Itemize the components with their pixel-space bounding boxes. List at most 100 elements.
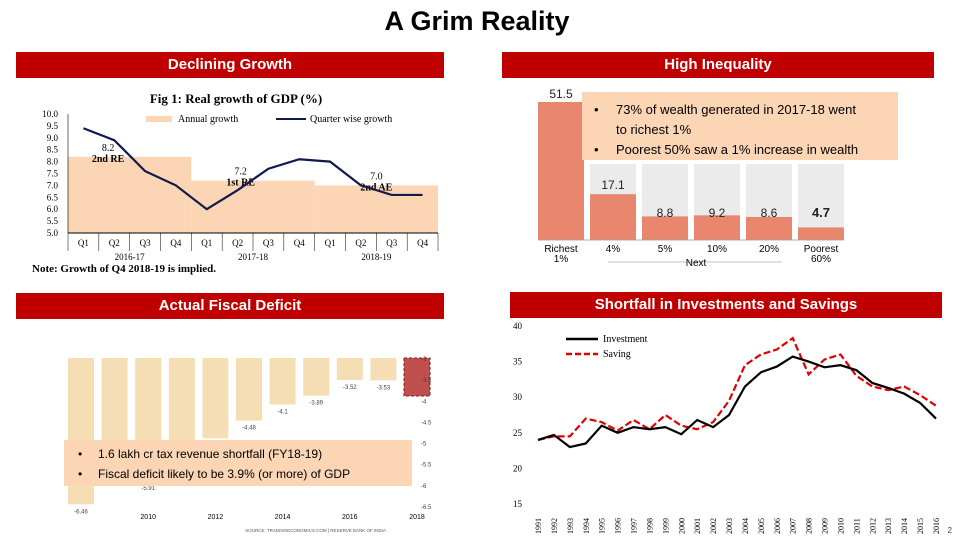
deficit-value-label: -6.46 [74, 509, 88, 515]
deficit-bar [303, 358, 330, 396]
deficit-ytick-label: -4 [421, 399, 427, 405]
gdp-ytick-label: 8.0 [47, 157, 59, 167]
gdp-annual-value-label: 7.0 [370, 171, 383, 182]
deficit-ytick-label: -6 [421, 484, 427, 490]
deficit-value-label: -5.91 [141, 486, 155, 492]
deficit-value-label: -3.53 [377, 385, 391, 391]
gdp-quarter-label: Q2 [232, 238, 243, 248]
deficit-value-label: -4.1 [277, 410, 288, 416]
legend-quarter-label: Quarter wise growth [310, 114, 392, 125]
invest-panel: 40 35 30 25 20 15 Investment Saving 1991 1992 1993… [506, 318, 944, 538]
gdp-quarter-label: Q4 [417, 238, 428, 248]
deficit-ytick-label: -6.5 [421, 505, 432, 511]
invest-xtick-label: 2007 [789, 518, 798, 534]
gdp-ytick-label: 6.0 [47, 204, 59, 214]
bullet-marker: • [594, 102, 599, 117]
invest-xtick-label: 2000 [677, 518, 686, 534]
invest-xtick-label: 1994 [582, 518, 591, 534]
inequality-value-label: 9.2 [709, 206, 726, 220]
invest-ytick-label: 25 [513, 428, 523, 438]
deficit-bar [168, 358, 195, 452]
gdp-ytick-label: 10.0 [42, 109, 58, 119]
gdp-ytick-label: 5.0 [47, 228, 59, 238]
invest-xtick-label: 1996 [614, 518, 623, 534]
gdp-ytick-label: 8.5 [47, 145, 59, 155]
invest-xtick-label: 2011 [852, 518, 861, 534]
gdp-annual-tag-label: 2nd RE [92, 154, 125, 165]
inequality-panel: 51.5 Richest 1% 17.1 4% 8.8 5% 9.2 10% 8.6 20% 4.7 P… [532, 86, 898, 272]
gdp-annual-value-label: 8.2 [102, 143, 115, 154]
slide-title: A Grim Reality [384, 6, 570, 36]
deficit-xtick-label: 2014 [275, 514, 291, 521]
deficit-bar [236, 358, 262, 421]
bullet-marker: • [78, 447, 82, 461]
gdp-quarter-label: Q4 [294, 238, 305, 248]
invest-xtick-label: 2013 [884, 518, 893, 534]
inequality-bar [694, 215, 740, 240]
banner-fiscal-deficit: Actual Fiscal Deficit [16, 293, 444, 319]
inequality-next-label: Next [686, 258, 707, 269]
inequality-bar-background [798, 164, 844, 240]
invest-xtick-label: 1999 [661, 518, 670, 534]
invest-xtick-label: 2012 [868, 518, 877, 534]
inequality-category-label: Richest [544, 244, 578, 255]
inequality-bullet-box [582, 92, 898, 160]
deficit-ytick-label: -5.5 [421, 463, 432, 469]
deficit-xtick-label: 2016 [342, 514, 358, 521]
gdp-quarter-label: Q1 [78, 238, 89, 248]
gdp-quarter-label: Q2 [355, 238, 366, 248]
legend-annual-label: Annual growth [178, 114, 238, 125]
gdp-chart-title: Fig 1: Real growth of GDP (%) [150, 91, 322, 106]
deficit-bar [403, 357, 431, 397]
deficit-xtick-label: 2012 [208, 514, 224, 521]
invest-ytick-label: 15 [513, 499, 523, 509]
inequality-bullet-1: 73% of wealth generated in 2017-18 went t… [616, 102, 856, 137]
investment-series-line [537, 355, 937, 449]
invest-xtick-label: 1993 [566, 518, 575, 534]
gdp-quarter-label: Q3 [140, 238, 151, 248]
gdp-quarter-label: Q2 [109, 238, 120, 248]
gdp-annual-bar [68, 156, 192, 233]
invest-xtick-label: 2003 [725, 518, 734, 534]
invest-xtick-label: 1991 [534, 518, 543, 534]
banner-investment-savings: Shortfall in Investments and Savings [510, 292, 942, 318]
inequality-bar [798, 227, 844, 240]
page-number: 2 [947, 526, 952, 535]
gdp-ytick-label: 9.5 [47, 121, 59, 131]
banner-high-inequality: High Inequality [502, 52, 934, 78]
deficit-bullet-box [64, 440, 412, 486]
inequality-category-label: 4% [606, 244, 621, 255]
inequality-category-label: Poorest [804, 244, 839, 255]
gdp-annual-tag-label: 2nd AE [360, 182, 392, 193]
invest-xtick-label: 2002 [709, 518, 718, 534]
deficit-ytick-label: -3.5 [421, 378, 432, 384]
inequality-bar [590, 194, 636, 240]
saving-series-line [537, 336, 937, 441]
inequality-value-label: 8.6 [761, 206, 778, 220]
inequality-category-label: 1% [554, 254, 569, 265]
invest-ytick-label: 20 [513, 463, 523, 473]
inequality-value-label: 51.5 [549, 87, 573, 101]
invest-xtick-label: 2008 [805, 518, 814, 534]
inequality-category-label: 20% [759, 244, 779, 255]
inequality-value-label: 4.7 [812, 205, 830, 220]
deficit-ytick-label: -5 [421, 442, 427, 448]
bullet-marker: • [594, 142, 599, 157]
invest-xtick-label: 2004 [741, 518, 750, 534]
bullet-marker: • [78, 467, 82, 481]
legend-saving-label: Saving [603, 349, 631, 360]
gdp-annual-value-label: 7.2 [234, 167, 247, 178]
invest-xtick-label: 2006 [773, 518, 782, 534]
inequality-value-label: 8.8 [657, 206, 674, 220]
legend-investment-label: Investment [603, 334, 648, 345]
gdp-note: Note: Growth of Q4 2018-19 is implied. [32, 263, 216, 275]
gdp-ytick-label: 7.0 [47, 180, 59, 190]
deficit-panel: -6.46 -5.91 -4.48 -4.1 -3.89 -3.52 -3.53 -3 -3.5… [40, 348, 450, 538]
gdp-ytick-label: 5.5 [47, 216, 59, 226]
deficit-bar [202, 358, 229, 439]
deficit-value-label: -3.89 [309, 401, 323, 407]
gdp-ytick-label: 6.5 [47, 192, 59, 202]
gdp-quarter-label: Q3 [263, 238, 274, 248]
deficit-ytick-label: -3 [421, 357, 427, 363]
